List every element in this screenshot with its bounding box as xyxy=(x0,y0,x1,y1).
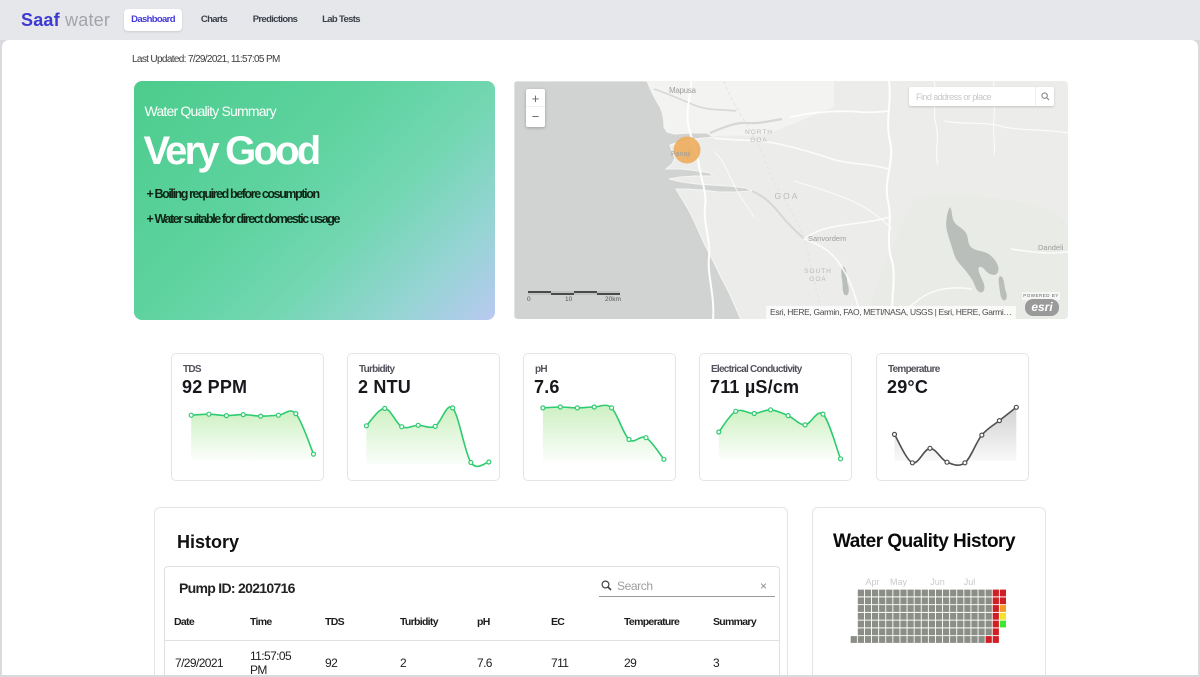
svg-text:GOA: GOA xyxy=(750,137,767,144)
svg-text:GOA: GOA xyxy=(809,276,826,283)
svg-text:GOA: GOA xyxy=(775,191,800,201)
svg-text:Jul: Jul xyxy=(964,578,976,587)
svg-text:NORTH: NORTH xyxy=(745,129,773,136)
svg-text:Apr: Apr xyxy=(865,578,879,587)
svg-text:SOUTH: SOUTH xyxy=(804,268,832,275)
svg-text:Panaji: Panaji xyxy=(671,151,691,158)
svg-text:May: May xyxy=(890,578,908,587)
svg-text:Mapusa: Mapusa xyxy=(669,86,697,95)
svg-text:Sanvordem: Sanvordem xyxy=(808,234,846,243)
svg-text:Jun: Jun xyxy=(930,578,945,587)
svg-text:Dandeli: Dandeli xyxy=(1038,243,1064,252)
